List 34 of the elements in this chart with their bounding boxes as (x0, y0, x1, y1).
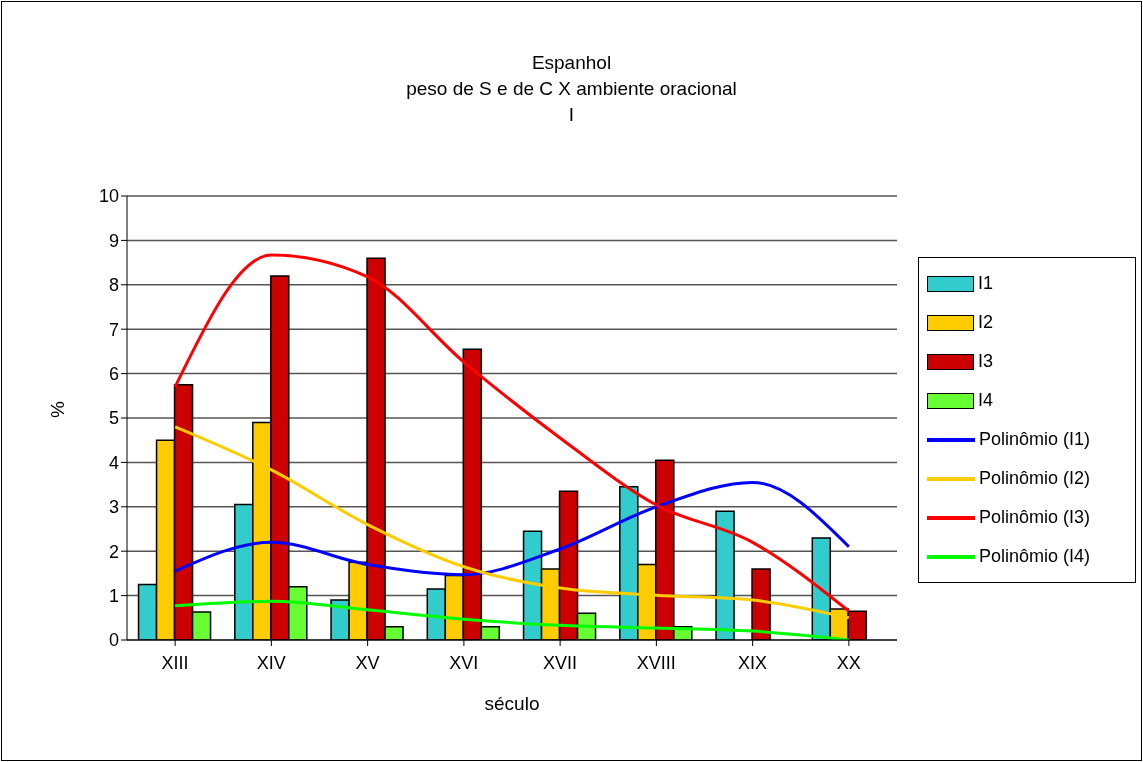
y-tick-label: 5 (108, 408, 119, 429)
y-axis-title: % (46, 401, 68, 418)
chart-subtitle: peso de S e de C X ambiente oracional I (405, 77, 738, 127)
line-series (173, 480, 851, 577)
x-tick-label: XVII (543, 652, 578, 673)
x-tick-label: XX (836, 652, 861, 673)
legend-label: Polinômio (I4) (979, 546, 1091, 567)
y-tick-label: 6 (108, 363, 119, 384)
line-series (173, 253, 851, 613)
legend-label: I2 (978, 312, 994, 333)
x-tick-label: XV (355, 652, 380, 673)
y-tick-label: 3 (108, 497, 119, 518)
y-tick-label: 1 (108, 585, 119, 606)
x-axis-title: século (484, 693, 540, 714)
line-series (173, 599, 851, 640)
x-tick-label: XIX (738, 652, 768, 673)
chart-title: Espanhol (530, 51, 613, 75)
legend-label: Polinômio (I2) (979, 468, 1091, 489)
y-tick-label: 4 (108, 452, 119, 473)
legend-label: Polinômio (I3) (979, 507, 1091, 528)
legend-label: I1 (978, 273, 994, 294)
x-tick-label: XVI (449, 652, 479, 673)
legend-label: I4 (978, 390, 994, 411)
y-tick-label: 8 (108, 275, 119, 296)
x-tick-label: XIV (256, 652, 286, 673)
legend-label: Polinômio (I1) (979, 429, 1091, 450)
legend-label: I3 (978, 351, 994, 372)
x-tick-label: XVIII (636, 652, 676, 673)
y-tick-label: 9 (108, 230, 119, 251)
y-tick-label: 7 (108, 319, 119, 340)
y-tick-label: 2 (108, 541, 119, 562)
y-tick-label: 10 (98, 186, 119, 207)
y-tick-label: 0 (108, 630, 119, 651)
x-tick-label: XIII (161, 652, 189, 673)
